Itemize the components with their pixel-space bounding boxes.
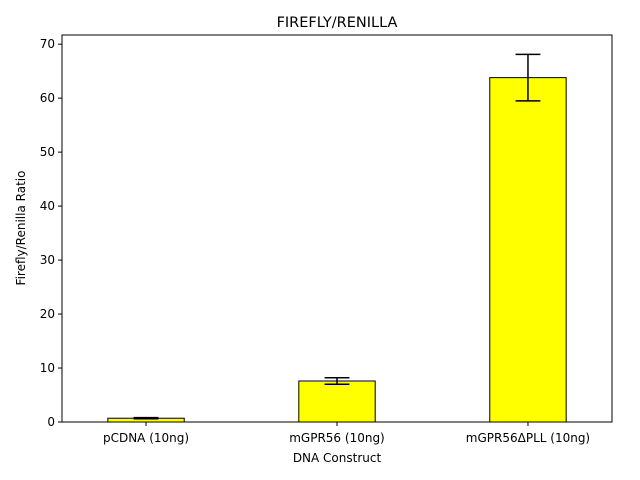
x-axis-label: DNA Construct	[293, 451, 382, 465]
x-tick-label: mGPR56 (10ng)	[289, 431, 385, 445]
y-tick-label: 10	[40, 361, 55, 375]
y-tick-label: 30	[40, 253, 55, 267]
bar	[298, 380, 376, 423]
plot-area: 0 10 20 30 40 50 60 70 pCDNA (10ng) mGPR56 (10ng)…	[40, 34, 613, 445]
y-axis-label: Firefly/Renilla Ratio	[14, 171, 28, 286]
bar	[489, 77, 567, 423]
y-tick-label: 50	[40, 145, 55, 159]
y-tick-label: 60	[40, 91, 55, 105]
y-tick-label: 20	[40, 307, 55, 321]
y-tick-label: 0	[47, 415, 55, 429]
y-tick-label: 40	[40, 199, 55, 213]
x-tick-label: pCDNA (10ng)	[103, 431, 189, 445]
x-tick-label: mGPR56ΔPLL (10ng)	[466, 431, 590, 445]
y-tick-label: 70	[40, 37, 55, 51]
chart-title: FIREFLY/RENILLA	[277, 15, 398, 31]
